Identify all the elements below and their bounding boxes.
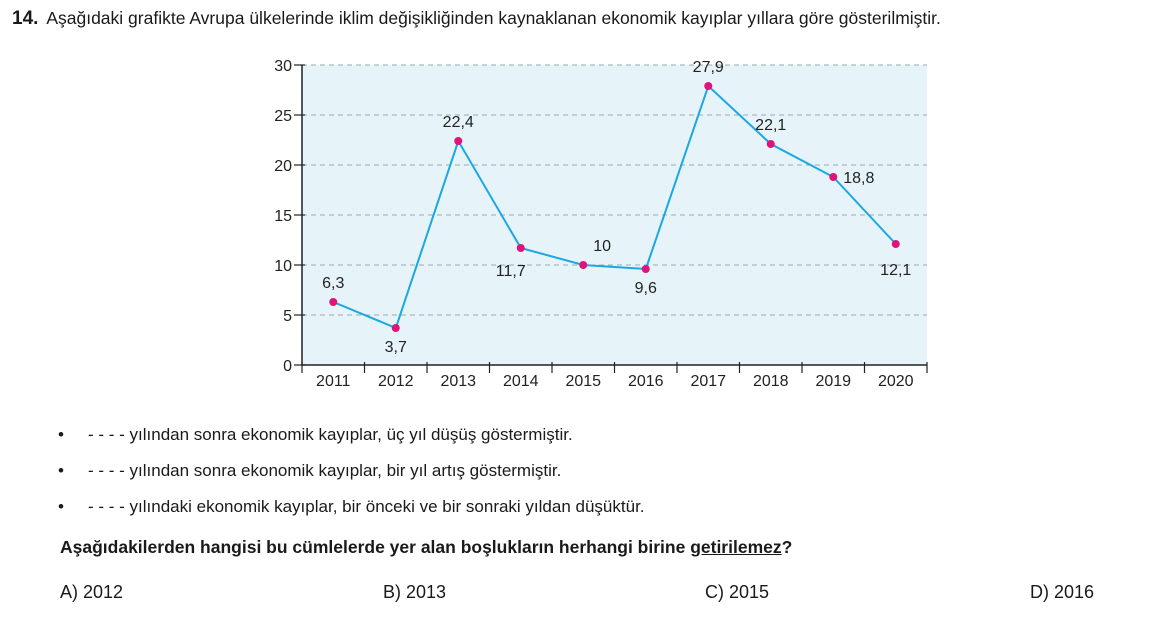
series-line: [332, 84, 897, 330]
bullet-icon: •: [58, 461, 64, 480]
x-tick-label: 2016: [628, 373, 664, 390]
x-tick-label: 2015: [565, 373, 601, 390]
plot-area: [302, 65, 927, 365]
data-point: [579, 261, 588, 269]
data-label: 6,3: [322, 275, 344, 292]
data-label: 3,7: [385, 339, 407, 356]
option-a[interactable]: A) 2012: [60, 582, 124, 602]
prompt-text: Aşağıdakilerden hangisi bu cümlelerde ye…: [60, 537, 691, 557]
data-label: 10: [593, 238, 611, 255]
data-label: 12,1: [880, 262, 911, 279]
x-tick-label: 2019: [815, 373, 851, 390]
y-tick-label: 5: [283, 308, 292, 325]
question-prompt: Aşağıdakilerden hangisi bu cümlelerde ye…: [60, 537, 792, 558]
data-label: 11,7: [496, 263, 526, 280]
option-c[interactable]: C) 2015: [705, 582, 770, 602]
data-label: 22,4: [443, 114, 474, 131]
option-d[interactable]: D) 2016: [1030, 582, 1095, 602]
y-tick-label: 30: [274, 58, 292, 75]
x-tick-label: 2020: [878, 373, 914, 390]
data-point: [641, 265, 650, 273]
x-tick-label: 2014: [503, 373, 539, 390]
option-b[interactable]: B) 2013: [383, 582, 447, 602]
x-tick-label: 2018: [753, 373, 789, 390]
data-point: [391, 324, 400, 332]
data-point: [829, 173, 838, 181]
data-point: [891, 240, 900, 248]
y-tick-label: 10: [274, 258, 292, 275]
x-tick-label: 2013: [440, 373, 476, 390]
question-number: 14.: [12, 8, 39, 29]
data-point: [704, 82, 713, 90]
y-tick-label: 15: [274, 208, 292, 225]
prompt-end: ?: [781, 537, 793, 557]
data-label: 22,1: [755, 117, 786, 134]
line-chart: 0 5 10 15 20 25 30 2011 2012 2013 2014 2015 2016 2017…: [274, 58, 928, 390]
statement-text: - - - - yılından sonra ekonomik kayıplar…: [88, 425, 573, 444]
data-label: 27,9: [693, 59, 724, 76]
statement-text: - - - - yılındaki ekonomik kayıplar, bir…: [88, 497, 645, 516]
prompt-underlined-word: getirilemez: [690, 537, 782, 557]
x-tick-label: 2012: [378, 373, 414, 390]
y-tick-label: 25: [274, 108, 292, 125]
data-label: 18,8: [843, 170, 874, 187]
bullet-icon: •: [58, 497, 64, 516]
question-header: 14. Aşağıdaki grafikte Avrupa ülkelerind…: [12, 8, 941, 30]
x-tick-label: 2011: [316, 373, 351, 390]
x-tick-label: 2017: [690, 373, 726, 390]
data-point: [766, 140, 775, 148]
y-tick-label: 0: [283, 358, 292, 375]
data-point: [329, 298, 338, 306]
bullet-icon: •: [58, 425, 64, 444]
question-text: Aşağıdaki grafikte Avrupa ülkelerinde ik…: [46, 8, 941, 28]
data-label: 9,6: [635, 280, 657, 297]
statement-text: - - - - yılından sonra ekonomik kayıplar…: [88, 461, 562, 480]
y-tick-label: 20: [274, 158, 292, 175]
data-point: [516, 244, 525, 252]
data-point: [454, 137, 463, 145]
